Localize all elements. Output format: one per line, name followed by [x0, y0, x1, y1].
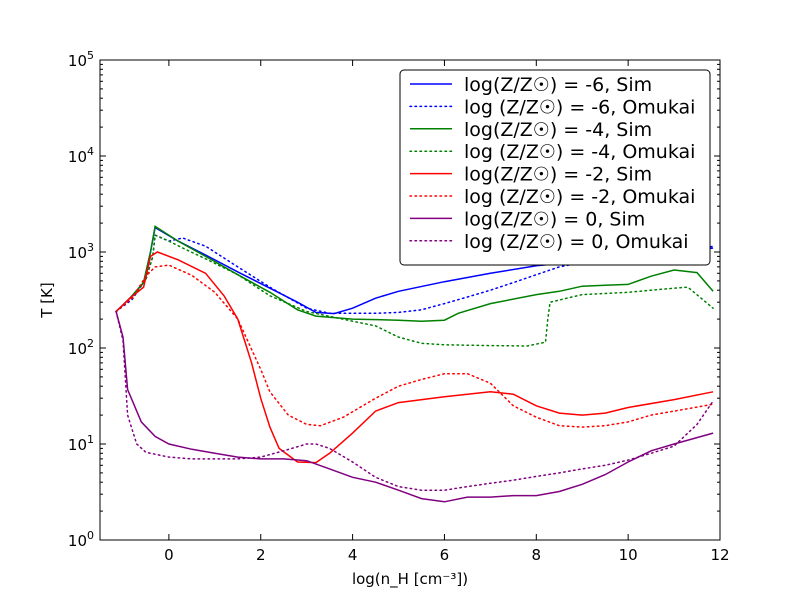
legend-label-2: log(Z/Z☉) = -4, Sim	[464, 119, 652, 141]
ticks-layer: 0 2 4 6 8 10 12 100 101 102 103 104 105	[68, 49, 730, 564]
y-tick-label: 103	[68, 241, 94, 262]
y-tick-label: 102	[68, 337, 94, 358]
x-tick-label: 10	[619, 546, 638, 564]
legend-label-0: log(Z/Z☉) = -6, Sim	[464, 74, 652, 96]
x-axis-label: log(n_H [cm⁻³])	[352, 570, 468, 589]
y-tick-label: 105	[68, 49, 94, 70]
series-line-2	[115, 225, 714, 322]
series-line-6	[115, 311, 714, 503]
legend-label-1: log (Z/Z☉) = -6, Omukai	[464, 96, 695, 118]
plot-frame	[99, 59, 721, 541]
series-layer	[115, 225, 714, 503]
x-tick-label: 6	[440, 546, 450, 564]
x-tick-label: 0	[164, 546, 174, 564]
legend-label-4: log(Z/Z☉) = -2, Sim	[464, 164, 652, 186]
series-line-4	[115, 251, 714, 464]
series-line-5	[115, 264, 714, 428]
legend-label-7: log (Z/Z☉) = 0, Omukai	[464, 231, 689, 253]
x-tick-label: 4	[348, 546, 358, 564]
series-line-7	[115, 310, 714, 491]
y-tick-label: 101	[68, 433, 94, 454]
y-tick-label: 104	[68, 145, 94, 166]
x-tick-label: 8	[532, 546, 542, 564]
y-tick-label: 100	[68, 529, 94, 550]
series-line-3	[115, 234, 714, 347]
legend-box	[399, 69, 711, 266]
x-tick-label: 12	[710, 546, 729, 564]
y-axis-label: T [K]	[38, 282, 56, 318]
legend-label-6: log(Z/Z☉) = 0, Sim	[464, 208, 645, 230]
legend-label-3: log (Z/Z☉) = -4, Omukai	[464, 141, 695, 163]
x-tick-label: 2	[256, 546, 266, 564]
legend-label-5: log (Z/Z☉) = -2, Omukai	[464, 186, 695, 208]
